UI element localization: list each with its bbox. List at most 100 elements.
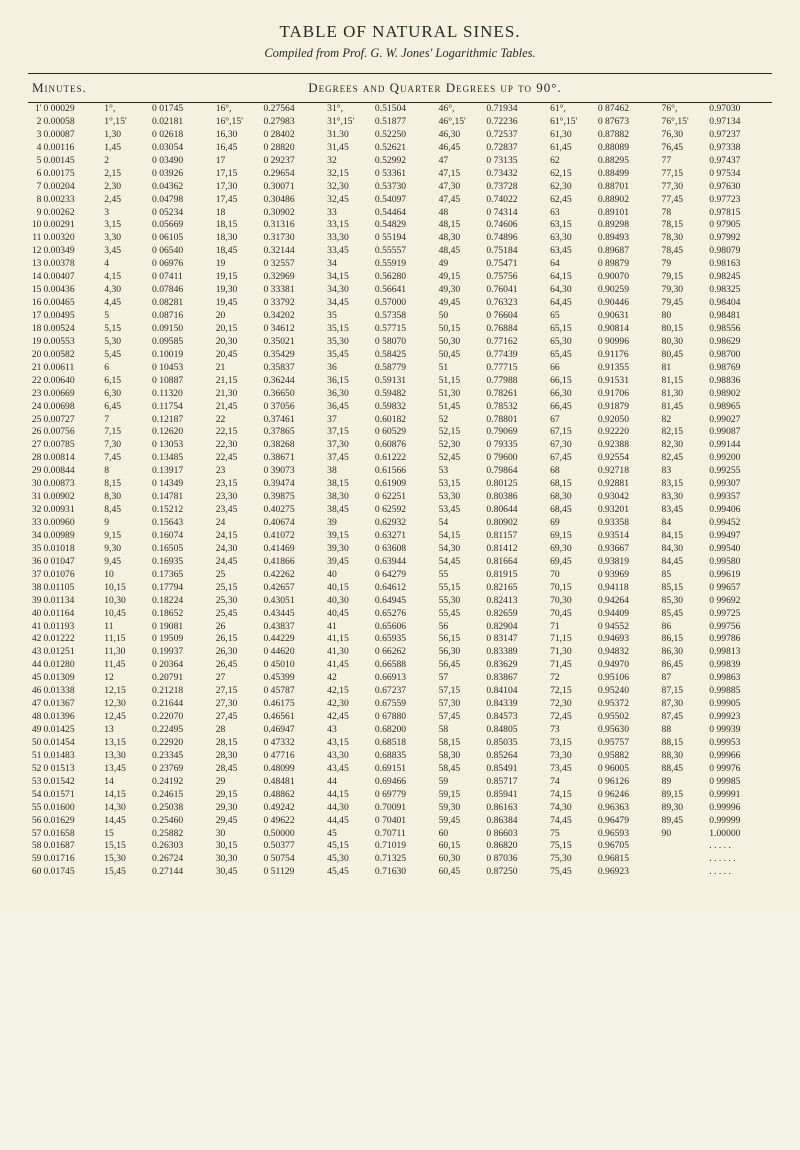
value-cell: 0.94970 [597,659,661,672]
degree-cell: 1°,15' [103,116,151,129]
degree-cell: 42,30 [326,698,374,711]
degree-cell: 48,45 [438,245,486,258]
value-cell: 0.16505 [151,543,215,556]
value-cell: 0.81412 [485,543,549,556]
degree-cell: 44,30 [326,802,374,815]
degree-cell: 41,15 [326,633,374,646]
value-cell: 0 96246 [597,789,661,802]
table-row: 420.0122211,150 1950926,150.4422941,150.… [28,633,772,646]
value-cell: 0.88089 [597,142,661,155]
minutes-cell: 0.00204 [42,181,103,194]
value-cell: 0 23769 [151,763,215,776]
degree-cell: 88,15 [661,737,709,750]
degree-cell: 81,30 [661,388,709,401]
minutes-cell: 0.00582 [42,349,103,362]
value-cell: 0.63271 [374,530,438,543]
value-cell: 0.81157 [485,530,549,543]
value-cell: 0.26303 [151,840,215,853]
value-cell: 0.99999 [708,815,772,828]
table-row: 480.0139612,450.2207027,450.4656142,450 … [28,711,772,724]
degree-cell: 52,30 [438,439,486,452]
degree-cell: 54,45 [438,556,486,569]
degree-cell: 80,15 [661,323,709,336]
degree-cell: 80,45 [661,349,709,362]
degree-cell: 52,15 [438,426,486,439]
value-cell: 0.68835 [374,750,438,763]
degree-cell: 82,45 [661,452,709,465]
degree-cell: 24,15 [215,530,263,543]
degree-cell: 76,30 [661,129,709,142]
degree-cell: 29 [215,776,263,789]
row-index: 50 [28,737,42,750]
value-cell: . . . . . . [708,853,772,866]
value-cell: 0.02181 [151,116,215,129]
value-cell: 0.95630 [597,724,661,737]
value-cell: 0.68518 [374,737,438,750]
row-index: 30 [28,478,42,491]
degree-cell: 47,30 [438,181,486,194]
value-cell: 0.42657 [262,582,326,595]
degree-cell: 75,30 [549,853,597,866]
degree-cell: 44,15 [326,789,374,802]
degree-cell: 58,45 [438,763,486,776]
degree-cell: 76°, [661,103,709,116]
degree-cell: 71,15 [549,633,597,646]
minutes-cell: 0.00785 [42,439,103,452]
value-cell: 0.92388 [597,439,661,452]
row-index: 52 [28,763,42,776]
degree-cell: 71,30 [549,646,597,659]
degree-cell: 82,30 [661,439,709,452]
value-cell: 0 51129 [262,866,326,879]
degree-cell: 19 [215,258,263,271]
degree-cell: 48,15 [438,219,486,232]
degree-cell: 23,30 [215,491,263,504]
degree-cell: 70,45 [549,608,597,621]
degree-cell: 6,15 [103,375,151,388]
value-cell: 0.99357 [708,491,772,504]
degree-cell: 8,30 [103,491,151,504]
degree-cell: 19,30 [215,284,263,297]
degree-cell: 2 [103,155,151,168]
minutes-cell: 0.00640 [42,375,103,388]
degree-cell: 69,45 [549,556,597,569]
degree-cell: 35,15 [326,323,374,336]
value-cell: 0.22070 [151,711,215,724]
degree-cell: 61,30 [549,129,597,142]
degree-cell: 8,45 [103,504,151,517]
value-cell: 0.85717 [485,776,549,789]
value-cell: 0.84339 [485,698,549,711]
table-row: 310.009028,300.1478123,300.3987538,300 6… [28,491,772,504]
value-cell: 0.93819 [597,556,661,569]
value-cell: 0 99657 [708,582,772,595]
degree-cell: 51,15 [438,375,486,388]
degree-cell: 60,30 [438,853,486,866]
degree-cell: 58 [438,724,486,737]
degree-cell: 41,45 [326,659,374,672]
minutes-cell: 0.00902 [42,491,103,504]
degree-cell: 26,45 [215,659,263,672]
value-cell: 0.97030 [708,103,772,116]
value-cell: 0.59482 [374,388,438,401]
degree-cell: 69 [549,517,597,530]
value-cell: 0.57000 [374,297,438,310]
degree-cell: 31°, [326,103,374,116]
value-cell: 0.99953 [708,737,772,750]
value-cell: 0.21218 [151,685,215,698]
degree-cell: 18 [215,207,263,220]
table-row: 400.0116410,450.1865225,450.4344540,450.… [28,608,772,621]
degree-cell: 86,15 [661,633,709,646]
degree-cell: 9,45 [103,556,151,569]
degree-cell: 49,30 [438,284,486,297]
degree-cell: 19,45 [215,297,263,310]
row-index: 55 [28,802,42,815]
row-index: 37 [28,569,42,582]
value-cell: 0.98163 [708,258,772,271]
degree-cell: 71,45 [549,659,597,672]
table-row: 440.0128011,450 2036426,450 4501041,450.… [28,659,772,672]
degree-cell: 53,15 [438,478,486,491]
value-cell: 0.99144 [708,439,772,452]
value-cell: 0 96005 [597,763,661,776]
degree-cell: 30,30 [215,853,263,866]
value-cell: 0.71019 [374,840,438,853]
degree-cell: 9,15 [103,530,151,543]
